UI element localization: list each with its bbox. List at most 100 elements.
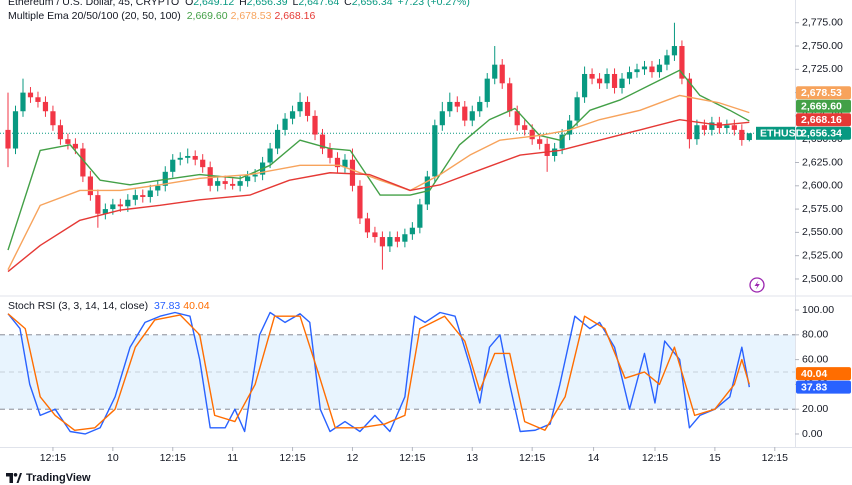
candle-body [42,101,49,112]
y-tick-label: 2,550.00 [802,226,843,238]
price-badge-label: 2,656.34 [801,128,842,140]
candle-body [477,101,483,112]
candle-body [484,78,490,102]
candle-body [656,64,663,73]
x-tick-label: 10 [107,452,119,464]
symbol-title[interactable]: Ethereum / U.S. Dollar, 45, CRYPTO [8,0,180,8]
candle-body [379,237,386,247]
alert-icon[interactable] [749,277,765,293]
candle-body [364,218,371,233]
candle-body [87,176,93,196]
ohlc-value: 2,647.64 [298,0,340,8]
candle-body [596,78,603,84]
candle-body [319,134,326,149]
candle-body [170,159,176,172]
ohlc-key: C [344,0,352,8]
candle-body [282,118,288,130]
candle-body [671,46,678,56]
candle-body [334,157,341,168]
x-tick-label: 14 [588,452,600,464]
candle-body [522,125,528,130]
y-tick-label: 2,625.00 [802,156,843,168]
price-badge-label: 2,669.60 [801,101,842,113]
y-tick-label: 80.00 [802,329,828,341]
ohlc-value: 2,656.34 [351,0,393,8]
y-tick-label: 100.00 [802,304,834,316]
candle-body [409,227,415,235]
candle-body [447,101,453,112]
candle-body [125,199,131,207]
candle-body [155,185,161,191]
y-tick-label: 20.00 [802,403,828,415]
y-tick-label: 60.00 [802,353,828,365]
candle-body [215,181,221,186]
candle-body [207,167,213,186]
candle-body [274,129,281,149]
candle-body [349,159,356,186]
candle-body [140,195,146,197]
ohlc-value: 2,649.12 [193,0,235,8]
price-badge [796,367,851,381]
indicator-legend: Multiple Ema 20/50/100 (20, 50, 100) 2,6… [8,10,318,23]
price-badge [796,86,851,100]
indicator-title[interactable]: Stoch RSI (3, 3, 14, 14, close) [8,300,149,312]
x-tick-label: 12 [347,452,359,464]
background-layer: 2,500.00 2,525.00 2,550.00 2,575.00 2,600.00… [0,0,852,464]
candle-body [230,183,236,186]
chart: 2,500.00 2,525.00 2,550.00 2,575.00 2,600.00… [0,0,852,464]
y-tick-label: 2,750.00 [802,40,843,52]
x-tick-label: 13 [466,452,478,464]
candle-body [357,185,363,219]
candle-body [5,129,11,149]
price-badge-label: 40.04 [801,368,827,380]
x-tick-label: 12:15 [160,452,186,464]
legend-value: 40.04 [183,300,210,312]
candle-body [57,125,64,140]
price-badge [796,380,851,394]
y-tick-label: 2,575.00 [802,203,843,215]
candle-body [20,92,26,112]
legend-value: 2,669.60 [186,10,228,22]
y-tick-label: 2,775.00 [802,17,843,29]
price-badge-label: 2,668.16 [801,114,842,126]
candle-body [559,134,565,149]
candle-body [701,125,707,130]
candle-body [304,101,311,116]
x-tick-label: 12:15 [642,452,668,464]
candle-body [529,129,535,140]
footer: TradingView [6,471,91,485]
y-tick-label: 2,500.00 [802,273,843,285]
candle-body [462,106,468,121]
candle-body [132,195,138,200]
candle-body [102,209,108,214]
candle-body [110,204,116,210]
candle-body [289,111,296,119]
candle-body [731,125,737,130]
indicator-legend: Stoch RSI (3, 3, 14, 14, close) 37.83 40.… [8,300,213,313]
candle-body [50,111,56,126]
candle-body [342,159,348,168]
candle-body [552,148,558,156]
ohlc-key: O [185,0,194,8]
x-tick-label: 15 [709,452,721,464]
candle-body [65,139,71,144]
legend-value: 37.83 [154,300,181,312]
x-tick-label: 12:15 [762,452,788,464]
ohlc-value: 2,656.39 [246,0,288,8]
candle-body [72,143,79,149]
candle-body [679,46,685,79]
symbol-legend: Ethereum / U.S. Dollar, 45, CRYPTO O2,64… [8,0,472,9]
candle-body [626,72,633,79]
y-tick-label: 2,525.00 [802,249,843,261]
candle-body [192,155,198,160]
x-tick-label: 12:15 [40,452,66,464]
x-tick-label: 12:15 [519,452,545,464]
candle-body [237,181,243,186]
candle-body [147,190,153,197]
price-badge [796,113,851,127]
brand[interactable]: TradingView [26,472,91,484]
candle-body [372,232,378,238]
ohlc-key: L [292,0,299,8]
indicator-title[interactable]: Multiple Ema 20/50/100 (20, 50, 100) [8,10,181,22]
